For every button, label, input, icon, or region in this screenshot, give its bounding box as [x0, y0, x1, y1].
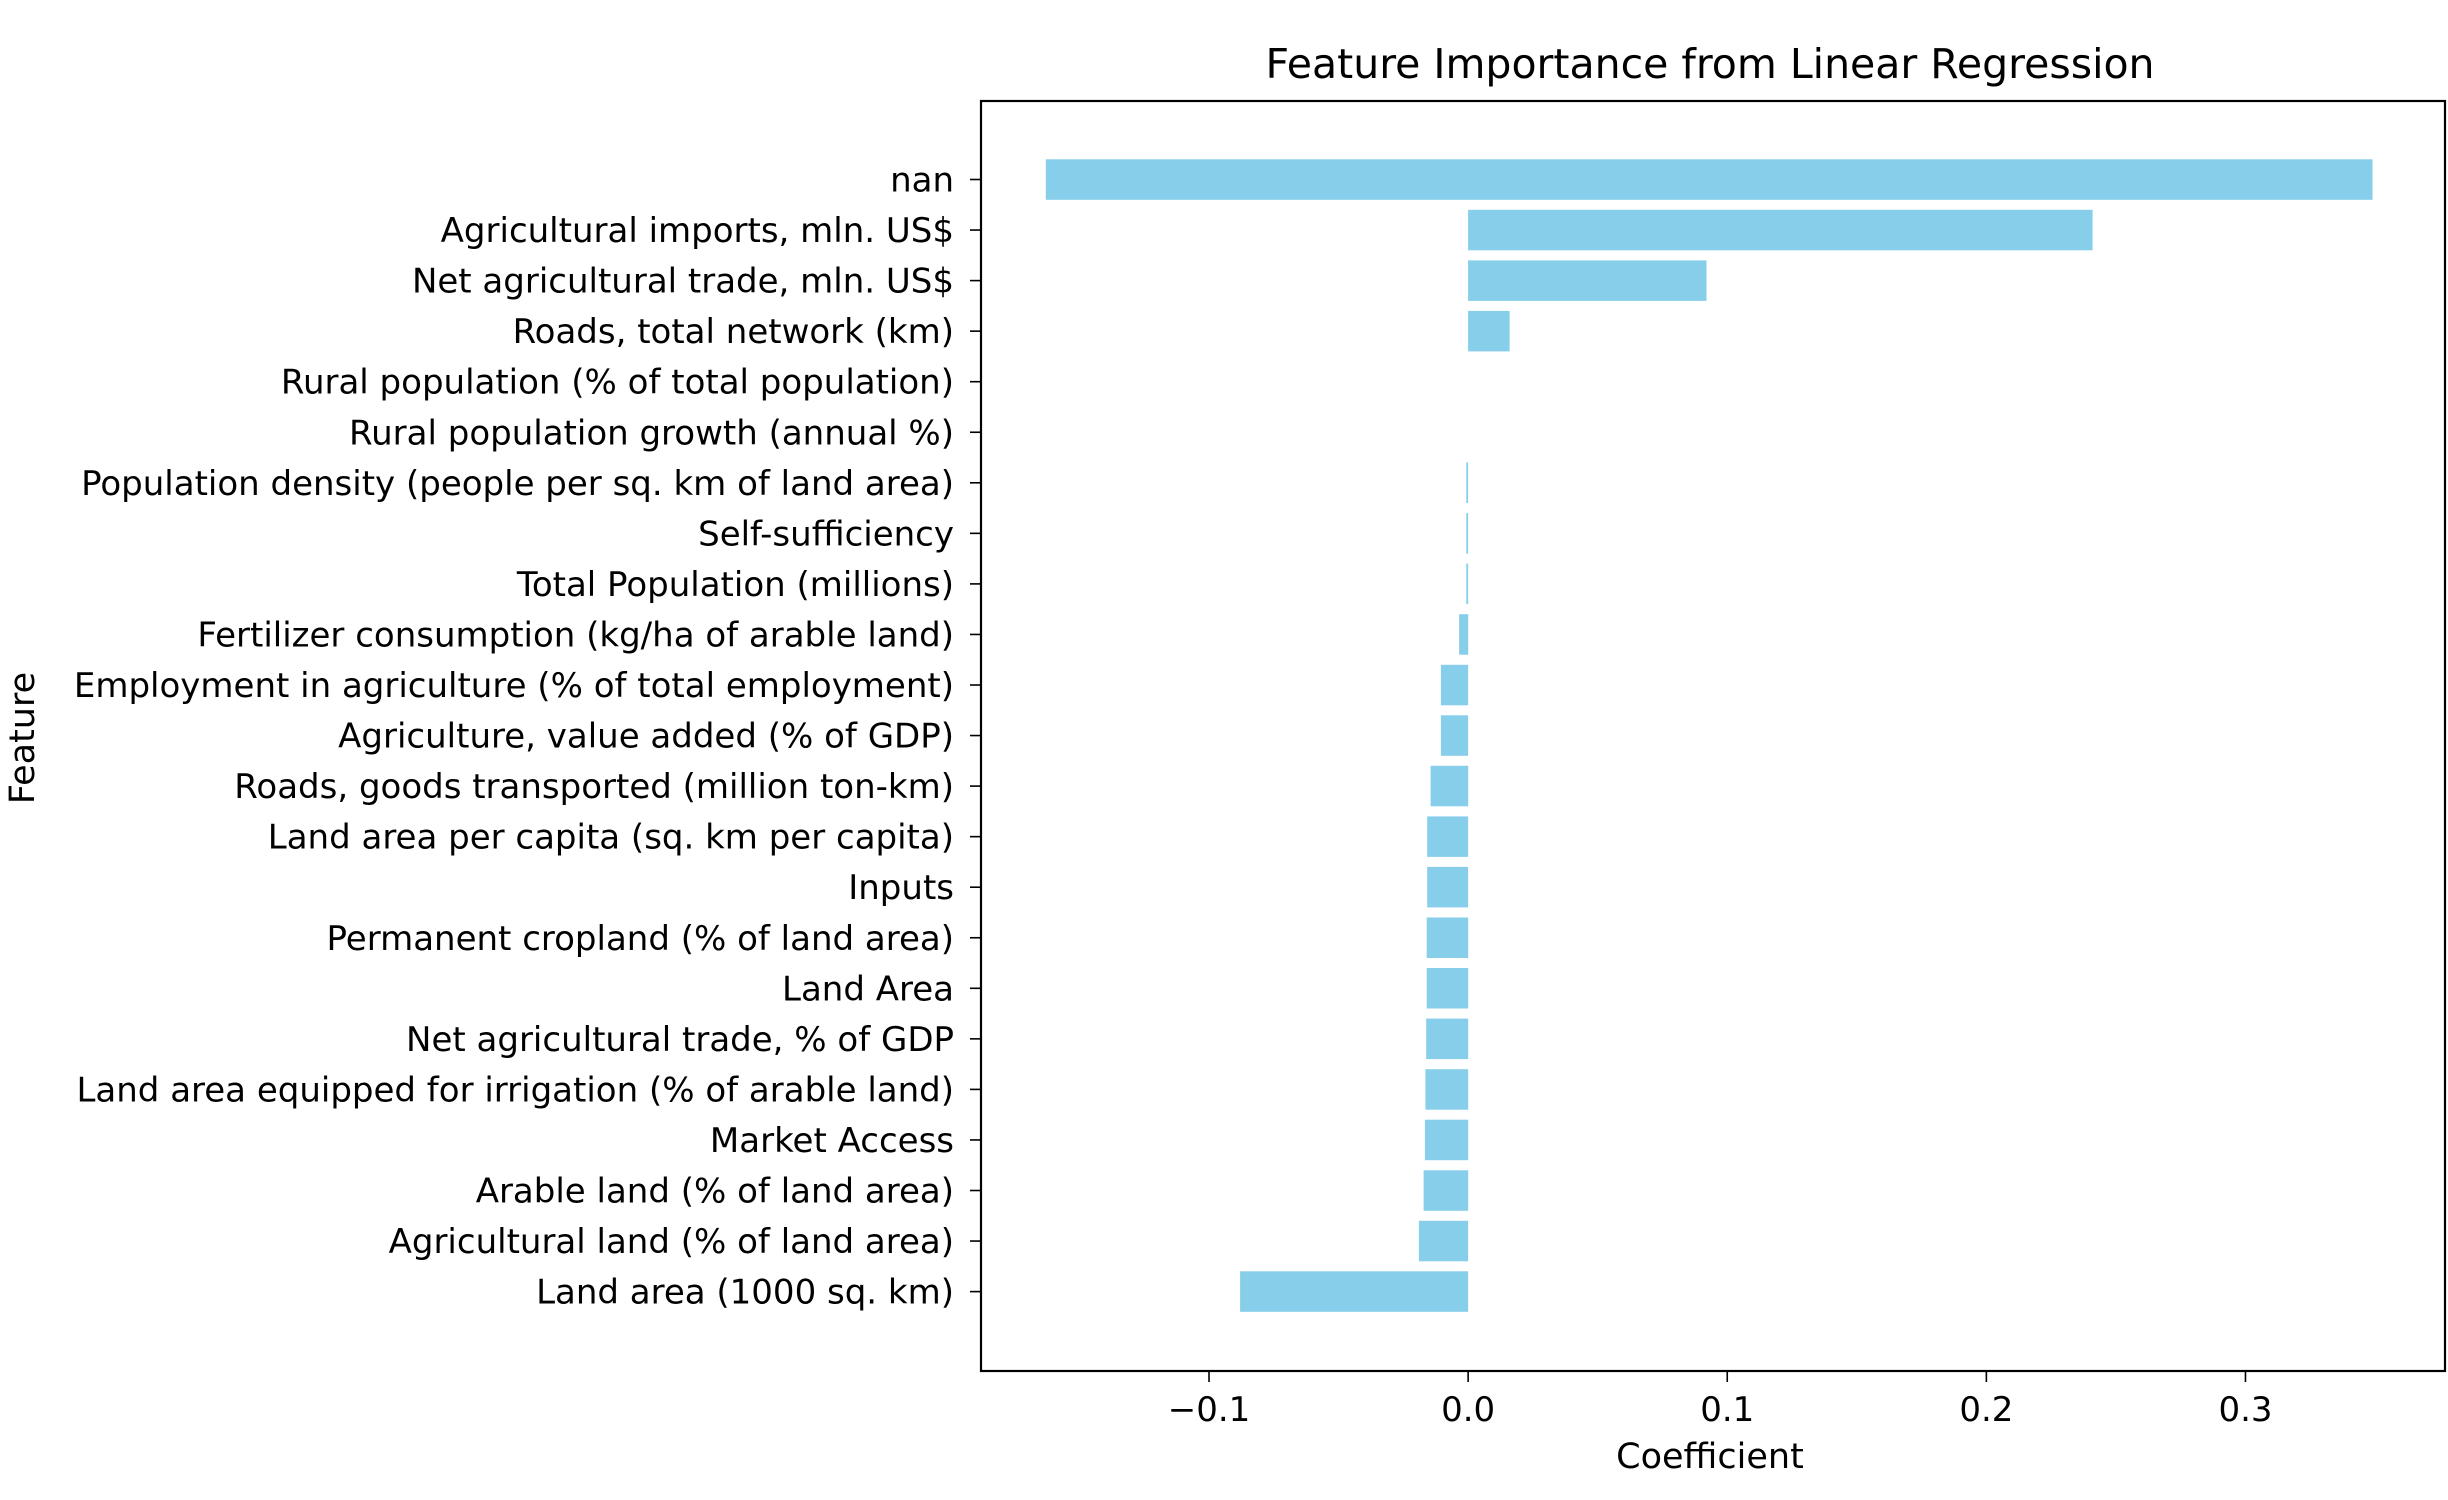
bar-land-area-per-capita-sq-km-per-capita — [1427, 816, 1469, 857]
bar-agricultural-imports-mln-us — [1468, 209, 2093, 251]
y-tick-label: Permanent cropland (% of land area) — [327, 919, 955, 959]
y-tick-label: Arable land (% of land area) — [476, 1172, 954, 1212]
plot-frame — [979, 99, 2447, 1373]
y-tick-label: Agriculture, value added (% of GDP) — [338, 717, 954, 757]
y-tick-label: Employment in agriculture (% of total em… — [74, 666, 954, 706]
y-tick-label: nan — [890, 161, 954, 201]
bar-market-access — [1424, 1119, 1469, 1161]
bar-nan — [1045, 159, 2373, 200]
bar-total-population-millions — [1466, 563, 1469, 605]
x-tick-label: 0.0 — [1441, 1390, 1495, 1430]
x-tick-label: 0.2 — [1959, 1390, 2013, 1430]
bar-employment-in-agriculture-of-total-employment — [1440, 664, 1469, 706]
bar-land-area-1000-sq-km — [1240, 1271, 1469, 1312]
x-tick-label: −0.1 — [1168, 1390, 1251, 1430]
y-tick-label: Rural population growth (annual %) — [349, 413, 954, 453]
y-tick-label: Net agricultural trade, % of GDP — [406, 1020, 954, 1060]
bar-fertilizer-consumption-kg-ha-of-arable-land — [1459, 614, 1469, 655]
bar-roads-goods-transported-million-ton-km — [1430, 765, 1469, 807]
bar-net-agricultural-trade-of-gdp — [1426, 1018, 1469, 1060]
bar-roads-total-network-km — [1468, 310, 1510, 352]
bar-agriculture-value-added-of-gdp — [1440, 715, 1469, 756]
y-tick-label: Net agricultural trade, mln. US$ — [412, 262, 954, 302]
bars-group — [1045, 159, 2373, 1312]
y-tick-label: Land Area — [782, 969, 954, 1009]
y-tick-label: Population density (people per sq. km of… — [81, 464, 954, 504]
bar-self-sufficiency — [1466, 513, 1469, 554]
bar-net-agricultural-trade-mln-us — [1468, 260, 1707, 301]
bar-arable-land-of-land-area — [1423, 1170, 1469, 1211]
bar-land-area — [1426, 968, 1469, 1009]
y-tick-label: Land area per capita (sq. km per capita) — [268, 818, 954, 858]
y-tick-label: Total Population (millions) — [516, 565, 954, 605]
x-axis-label: Coefficient — [1616, 1437, 1804, 1477]
y-axis: nan Agricultural imports, mln. US$ Net agr… — [74, 161, 981, 1313]
y-tick-label: Rural population (% of total population) — [281, 363, 954, 403]
y-tick-label: Land area (1000 sq. km) — [536, 1273, 954, 1313]
x-tick-label: 0.3 — [2218, 1390, 2272, 1430]
y-axis-label: Feature — [3, 672, 43, 804]
y-tick-label: Agricultural land (% of land area) — [389, 1222, 954, 1262]
bar-inputs — [1427, 866, 1469, 908]
bar-permanent-cropland-of-land-area — [1426, 917, 1469, 958]
bar-land-area-equipped-for-irrigation-of-arable-land — [1425, 1069, 1469, 1110]
y-tick-label: Roads, total network (km) — [513, 312, 954, 352]
y-tick-label: Agricultural imports, mln. US$ — [441, 211, 954, 251]
chart-title: Feature Importance from Linear Regressio… — [1265, 40, 2154, 88]
y-tick-label: Market Access — [710, 1121, 954, 1161]
y-tick-label: Fertilizer consumption (kg/ha of arable … — [197, 615, 954, 655]
y-tick-label: Inputs — [848, 868, 954, 908]
bar-agricultural-land-of-land-area — [1418, 1220, 1469, 1262]
y-tick-label: Self-sufficiency — [698, 514, 954, 554]
x-axis: −0.1 0.0 0.1 0.2 0.3 — [1168, 1371, 2273, 1430]
bar-population-density-people-per-sq-km-of-land-area — [1466, 462, 1469, 503]
x-tick-label: 0.1 — [1700, 1390, 1754, 1430]
y-tick-label: Land area equipped for irrigation (% of … — [76, 1070, 954, 1110]
y-tick-label: Roads, goods transported (million ton-km… — [234, 767, 954, 807]
